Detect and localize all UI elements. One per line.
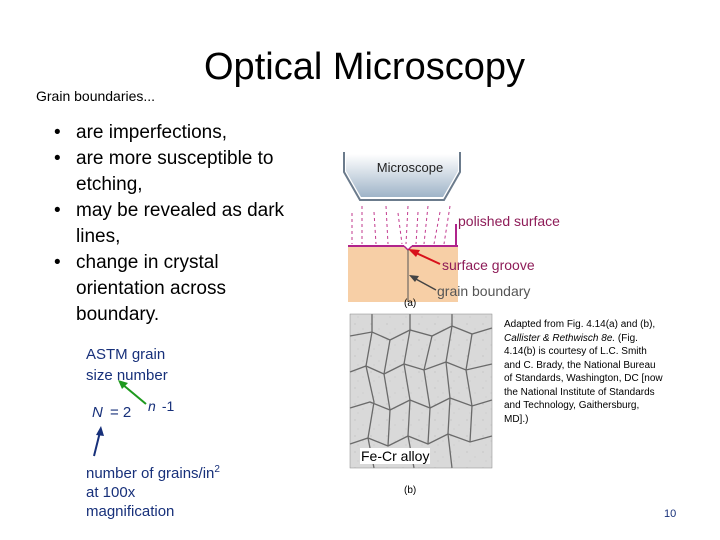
light-rays [351, 205, 451, 245]
bullet-item: change in crystal orientation across bou… [52, 250, 302, 328]
microscope-label: Microscope [377, 160, 443, 175]
figure-citation: Adapted from Fig. 4.14(a) and (b), Calli… [504, 318, 664, 426]
bullet-item: are more susceptible to etching, [52, 146, 302, 198]
citation-italic: Callister & Rethwisch 8e. [504, 332, 616, 344]
figure-label-a: (a) [404, 298, 417, 309]
bullet-list: are imperfections, are more susceptible … [52, 120, 302, 328]
grains-desc-line: number of grains/in2 [86, 460, 220, 483]
citation-text: Adapted from Fig. 4.14(a) and (b), [504, 319, 656, 330]
exponent-arrow [118, 380, 147, 405]
grains-description: number of grains/in2 at 100x magnificati… [86, 460, 220, 521]
polished-surface-label: polished surface [458, 213, 560, 229]
surface-groove-arrow [408, 249, 441, 265]
figure-label-b: (b) [404, 485, 417, 496]
equation-exponent-var: n [148, 398, 156, 414]
grain-boundary-arrow [409, 275, 437, 291]
bullet-item: may be revealed as dark lines, [52, 198, 302, 250]
astm-line: ASTM grain [86, 346, 166, 363]
page-number: 10 [664, 508, 677, 520]
N-arrow [93, 426, 104, 457]
alloy-label: Fe-Cr alloy [360, 448, 431, 464]
grains-desc-line: at 100x [86, 484, 136, 501]
microscope-objective: Microscope [343, 152, 461, 201]
surface-groove-label: surface groove [442, 257, 535, 273]
citation-text: (Fig. 4.14(b) is courtesy of L.C. Smith … [504, 332, 663, 425]
equation-exponent-rest: -1 [158, 398, 175, 414]
equation-base: = 2 [110, 404, 132, 421]
equation-lhs: N [92, 404, 103, 421]
grain-boundary-label: grain boundary [437, 283, 531, 299]
grains-desc-text: number of grains/in [86, 465, 215, 482]
astm-line: size number [86, 367, 168, 384]
grains-desc-sup: 2 [214, 464, 220, 475]
micrograph [349, 313, 493, 469]
bullet-item: are imperfections, [52, 120, 302, 146]
astm-label: ASTM grain size number [86, 344, 168, 386]
grains-desc-line: magnification [86, 503, 175, 520]
top-label: Grain boundaries... [36, 88, 156, 104]
slide-title: Optical Microscopy [204, 46, 525, 88]
